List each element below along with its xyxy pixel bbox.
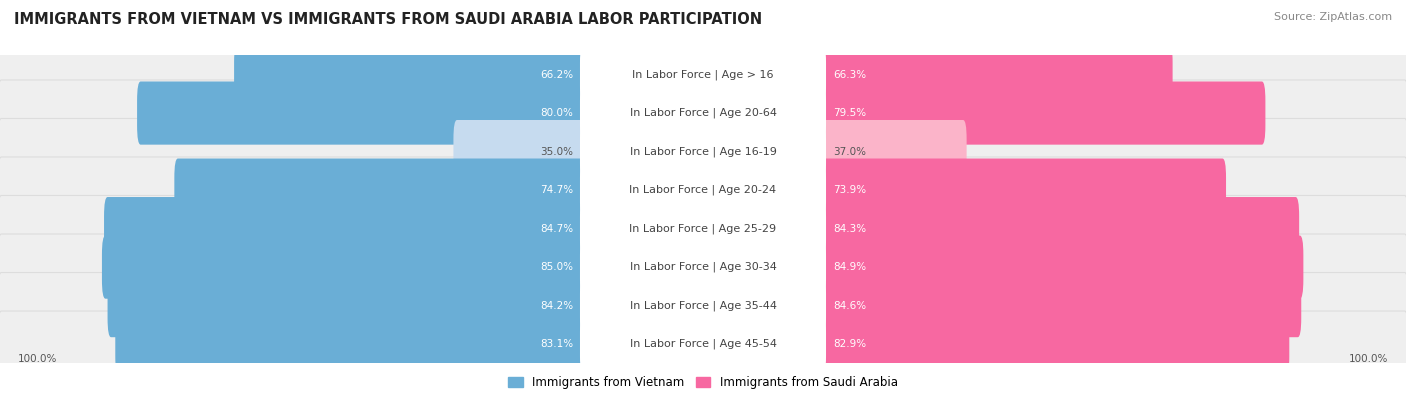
FancyBboxPatch shape: [581, 43, 827, 106]
Text: In Labor Force | Age 30-34: In Labor Force | Age 30-34: [630, 262, 776, 273]
Text: 84.6%: 84.6%: [832, 301, 866, 310]
Text: 74.7%: 74.7%: [540, 185, 574, 195]
FancyBboxPatch shape: [104, 197, 707, 260]
FancyBboxPatch shape: [0, 41, 1406, 108]
Text: 84.9%: 84.9%: [832, 262, 866, 272]
Text: 35.0%: 35.0%: [540, 147, 574, 156]
Text: In Labor Force | Age > 16: In Labor Force | Age > 16: [633, 69, 773, 80]
Text: 100.0%: 100.0%: [18, 354, 58, 365]
Legend: Immigrants from Vietnam, Immigrants from Saudi Arabia: Immigrants from Vietnam, Immigrants from…: [509, 376, 897, 389]
Text: In Labor Force | Age 16-19: In Labor Force | Age 16-19: [630, 146, 776, 157]
Text: In Labor Force | Age 35-44: In Labor Force | Age 35-44: [630, 300, 776, 311]
Text: In Labor Force | Age 45-54: In Labor Force | Age 45-54: [630, 339, 776, 350]
FancyBboxPatch shape: [0, 118, 1406, 185]
FancyBboxPatch shape: [138, 81, 707, 145]
FancyBboxPatch shape: [107, 274, 707, 337]
Text: 84.3%: 84.3%: [832, 224, 866, 233]
Text: Source: ZipAtlas.com: Source: ZipAtlas.com: [1274, 12, 1392, 22]
FancyBboxPatch shape: [700, 274, 1302, 337]
FancyBboxPatch shape: [700, 81, 1265, 145]
Text: In Labor Force | Age 20-64: In Labor Force | Age 20-64: [630, 108, 776, 118]
FancyBboxPatch shape: [233, 43, 707, 106]
FancyBboxPatch shape: [0, 80, 1406, 146]
FancyBboxPatch shape: [101, 235, 707, 299]
FancyBboxPatch shape: [700, 312, 1289, 376]
Text: In Labor Force | Age 25-29: In Labor Force | Age 25-29: [630, 223, 776, 234]
FancyBboxPatch shape: [0, 311, 1406, 377]
Text: 79.5%: 79.5%: [832, 108, 866, 118]
Text: 80.0%: 80.0%: [540, 108, 574, 118]
FancyBboxPatch shape: [700, 43, 1173, 106]
FancyBboxPatch shape: [0, 196, 1406, 262]
Text: 37.0%: 37.0%: [832, 147, 866, 156]
FancyBboxPatch shape: [581, 236, 827, 298]
FancyBboxPatch shape: [453, 120, 707, 183]
FancyBboxPatch shape: [0, 234, 1406, 300]
FancyBboxPatch shape: [700, 197, 1299, 260]
FancyBboxPatch shape: [700, 120, 967, 183]
Text: 83.1%: 83.1%: [540, 339, 574, 349]
Text: 84.7%: 84.7%: [540, 224, 574, 233]
FancyBboxPatch shape: [700, 235, 1303, 299]
FancyBboxPatch shape: [581, 313, 827, 375]
FancyBboxPatch shape: [0, 273, 1406, 339]
FancyBboxPatch shape: [581, 120, 827, 183]
FancyBboxPatch shape: [581, 159, 827, 221]
FancyBboxPatch shape: [700, 158, 1226, 222]
Text: 84.2%: 84.2%: [540, 301, 574, 310]
Text: 66.2%: 66.2%: [540, 70, 574, 79]
FancyBboxPatch shape: [581, 82, 827, 144]
FancyBboxPatch shape: [581, 275, 827, 337]
FancyBboxPatch shape: [174, 158, 707, 222]
FancyBboxPatch shape: [581, 198, 827, 260]
Text: 66.3%: 66.3%: [832, 70, 866, 79]
FancyBboxPatch shape: [115, 312, 707, 376]
Text: In Labor Force | Age 20-24: In Labor Force | Age 20-24: [630, 185, 776, 196]
FancyBboxPatch shape: [0, 157, 1406, 223]
Text: 82.9%: 82.9%: [832, 339, 866, 349]
Text: 85.0%: 85.0%: [540, 262, 574, 272]
Text: IMMIGRANTS FROM VIETNAM VS IMMIGRANTS FROM SAUDI ARABIA LABOR PARTICIPATION: IMMIGRANTS FROM VIETNAM VS IMMIGRANTS FR…: [14, 12, 762, 27]
Text: 73.9%: 73.9%: [832, 185, 866, 195]
Text: 100.0%: 100.0%: [1348, 354, 1388, 365]
